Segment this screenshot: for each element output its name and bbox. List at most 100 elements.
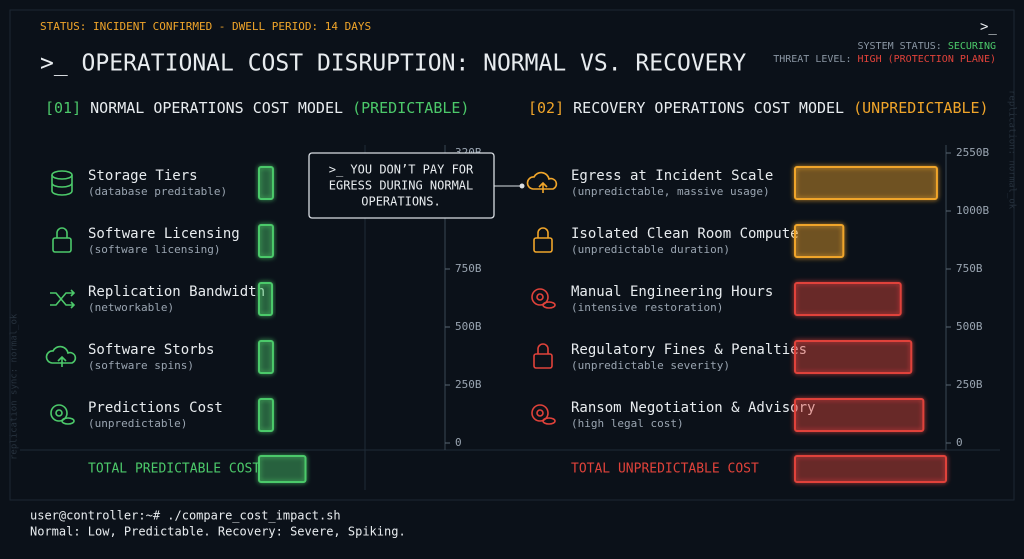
row-label: Regulatory Fines & Penalties (571, 342, 807, 358)
row-label: Isolated Clean Room Compute (571, 226, 799, 242)
row-label: Software Licensing (88, 226, 240, 242)
icon-shape (531, 288, 549, 306)
scale-label: 250B (455, 378, 482, 391)
icon-shape (538, 181, 548, 193)
bar (794, 340, 913, 374)
row-icon (526, 171, 558, 193)
row-label: Predictions Cost (88, 400, 223, 416)
row-icon (45, 345, 77, 367)
bar (258, 166, 274, 200)
icon-shape (57, 355, 67, 367)
icon-shape (536, 409, 544, 417)
row-description: (unpredictable) (88, 417, 187, 430)
row-icon (51, 170, 73, 196)
icon-shape (533, 353, 553, 369)
bar (794, 282, 902, 316)
bar (258, 398, 274, 432)
row-icon (533, 227, 553, 253)
threat-level: THREAT LEVEL: HIGH (PROTECTION PLANE) (773, 54, 996, 65)
callout-dot (519, 183, 525, 189)
icon-shape (536, 293, 544, 301)
panel-index: [02] (528, 99, 564, 117)
side-label: replication: normal_ok (1007, 90, 1017, 210)
system-status-value: SECURING (948, 41, 996, 52)
row-label: Ransom Negotiation & Advisory (571, 400, 815, 416)
icon-shape (526, 171, 558, 190)
side-label: replication sync: normal_ok (10, 313, 20, 460)
panel-index: [01] (45, 99, 81, 117)
row-description: (high legal cost) (571, 417, 684, 430)
icon-shape (51, 175, 73, 196)
bar (258, 282, 274, 316)
callout-line: >_ YOU DON’T PAY FOR (329, 163, 474, 177)
row-description: (database preditable) (88, 185, 227, 198)
scale-label: 250B (956, 378, 983, 391)
row-icon (531, 288, 556, 309)
icon-shape (537, 227, 549, 238)
row-label: Software Storbs (88, 342, 214, 358)
scale-label: 1000B (956, 204, 989, 217)
icon-shape (56, 227, 68, 238)
threat-level-label: THREAT LEVEL: (773, 54, 851, 65)
total-bar (794, 455, 947, 483)
row-description: (unpredictable duration) (571, 243, 730, 256)
callout: >_ YOU DON’T PAY FOR EGRESS DURING NORMA… (308, 152, 525, 219)
icon-shape (533, 237, 553, 253)
row-description: (software licensing) (88, 243, 220, 256)
row-icon (533, 343, 553, 369)
row-description: (intensive restoration) (571, 301, 723, 314)
row-icon (50, 289, 76, 309)
icon-shape (537, 343, 549, 354)
terminal-output: Normal: Low, Predictable. Recovery: Seve… (30, 525, 406, 539)
system-status: SYSTEM STATUS: SECURING (858, 41, 997, 52)
scale-label: 750B (455, 262, 482, 275)
scale-label: 500B (455, 320, 482, 333)
total-label: TOTAL PREDICTABLE COST (88, 462, 260, 477)
total-label: TOTAL UNPREDICTABLE COST (571, 462, 759, 477)
bar (258, 340, 274, 374)
row-label: Replication Bandwidth (88, 284, 265, 300)
panel-qualifier: (UNPREDICTABLE) (853, 99, 988, 117)
system-status-label: SYSTEM STATUS: (858, 41, 942, 52)
page-title: >_ OPERATIONAL COST DISRUPTION: NORMAL V… (40, 51, 746, 77)
row-icon (52, 227, 72, 253)
row-icon (531, 404, 556, 425)
scale-label: 500B (956, 320, 983, 333)
threat-level-value: HIGH (PROTECTION PLANE) (858, 54, 996, 65)
total-bar (258, 455, 307, 483)
row-description: (unpredictable, massive usage) (571, 185, 770, 198)
row-label: Storage Tiers (88, 168, 198, 184)
scale-label: 2550B (956, 146, 989, 159)
panel-title: NORMAL OPERATIONS COST MODEL (90, 99, 343, 117)
bar (794, 398, 925, 432)
scale-label: 0 (455, 436, 462, 449)
panel-qualifier: (PREDICTABLE) (352, 99, 469, 117)
scale-label: 750B (956, 262, 983, 275)
row-label: Manual Engineering Hours (571, 284, 773, 300)
row-description: (unpredictable severity) (571, 359, 730, 372)
row-description: (software spins) (88, 359, 194, 372)
panel-title: RECOVERY OPERATIONS COST MODEL (573, 99, 844, 117)
icon-shape (531, 404, 549, 422)
scale-label: 0 (956, 436, 963, 449)
row-label: Egress at Incident Scale (571, 168, 773, 184)
callout-line: EGRESS DURING NORMAL (329, 179, 474, 193)
row-icon (50, 404, 75, 425)
icon-shape (50, 289, 76, 309)
bar (794, 224, 845, 258)
prompt-icon: >_ (980, 19, 997, 35)
bar (794, 166, 938, 200)
icon-shape (50, 404, 68, 422)
icon-shape (55, 409, 63, 417)
status-line: STATUS: INCIDENT CONFIRMED - DWELL PERIO… (40, 20, 371, 33)
row-description: (networkable) (88, 301, 174, 314)
icon-shape (52, 237, 72, 253)
icon-shape (61, 417, 75, 425)
callout-line: OPERATIONS. (361, 195, 440, 209)
frame (9, 9, 1015, 501)
icon-shape (542, 417, 556, 425)
icon-shape (542, 301, 556, 309)
terminal-command: user@controller:~# ./compare_cost_impact… (30, 509, 341, 523)
panel-heading: [02] RECOVERY OPERATIONS COST MODEL (UNP… (528, 99, 989, 117)
